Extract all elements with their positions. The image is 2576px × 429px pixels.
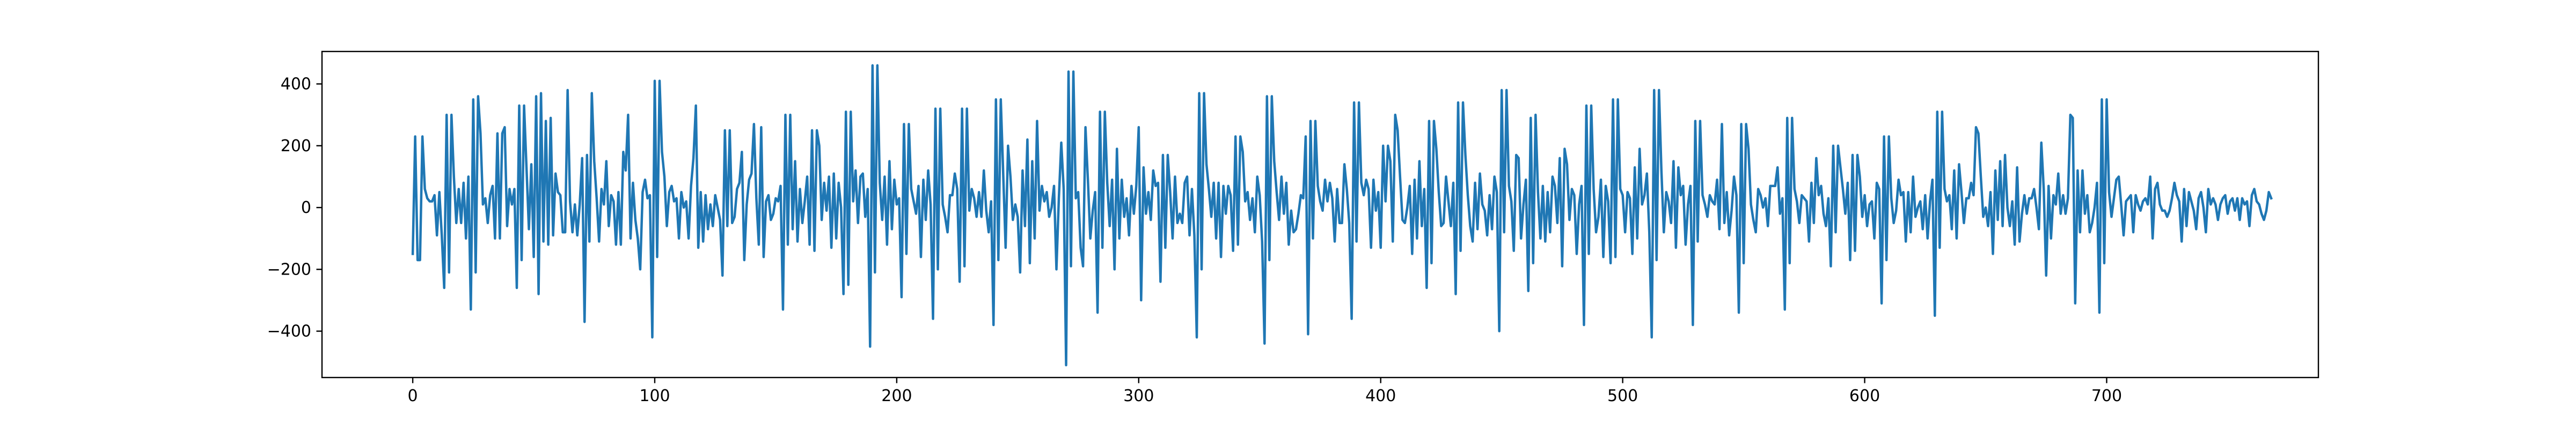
x-axis: 0 100 200 300 400 500 600 700	[408, 378, 2122, 405]
y-tick-label: −400	[267, 322, 311, 341]
y-axis: −400 −200 0 200 400	[267, 75, 322, 341]
x-tick-label: 200	[881, 387, 912, 405]
x-tick-label: 700	[2091, 387, 2122, 405]
y-tick-label: 400	[281, 75, 311, 94]
y-tick-label: −200	[267, 260, 311, 279]
axes-frame	[321, 50, 2319, 379]
y-tick-label: 200	[281, 137, 311, 156]
x-tick-label: 100	[639, 387, 670, 405]
series-line-0	[411, 64, 2273, 367]
x-tick-label: 500	[1607, 387, 1638, 405]
x-tick-label: 600	[1849, 387, 1880, 405]
x-tick-label: 300	[1123, 387, 1154, 405]
plot-area	[411, 64, 2273, 367]
x-tick-label: 0	[408, 387, 418, 405]
x-tick-label: 400	[1365, 387, 1396, 405]
y-tick-label: 0	[301, 198, 311, 217]
